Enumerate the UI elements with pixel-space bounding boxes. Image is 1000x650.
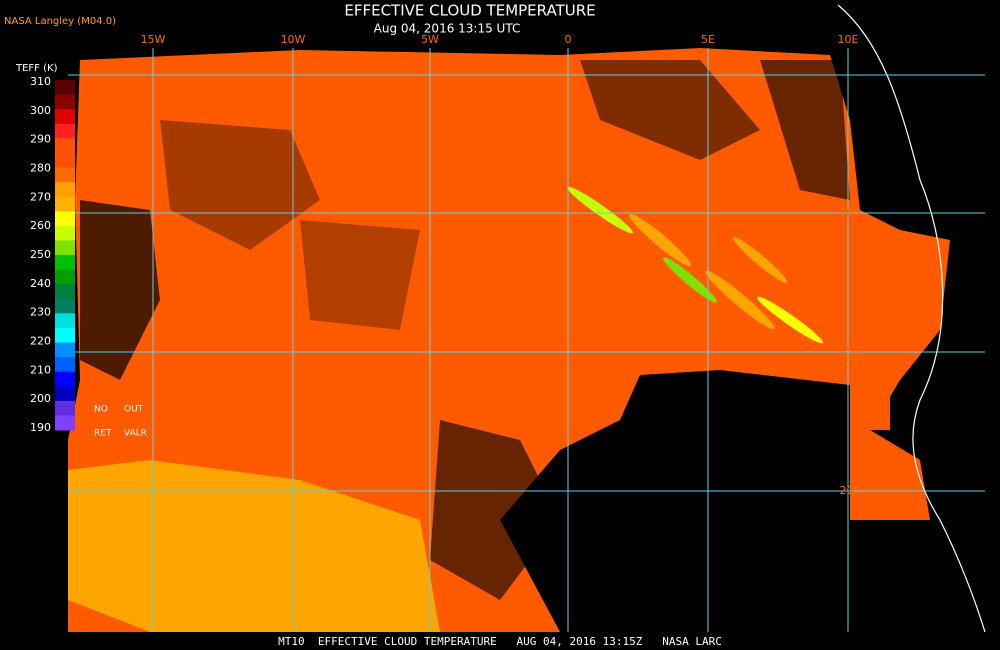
colorbar-swatch	[55, 240, 75, 256]
colorbar-swatch	[55, 196, 75, 212]
longitude-label: 10E	[838, 33, 859, 46]
longitude-label: 0	[565, 33, 572, 46]
broken-cloud	[430, 420, 560, 600]
coastline	[837, 4, 986, 633]
colorbar-swatch	[55, 182, 75, 198]
warm-cloud-region	[68, 460, 440, 632]
latitude-label: 15S	[840, 345, 861, 358]
legend-note: RET	[94, 429, 112, 439]
colorbar-swatch	[55, 94, 75, 110]
clear-patch	[300, 220, 420, 330]
colorbar-swatch	[55, 269, 75, 285]
latitude-label: 10S	[840, 206, 861, 219]
colorbar-tick-label: 200	[30, 392, 51, 405]
cloud-patch	[860, 380, 890, 430]
colorbar-tick-label: 240	[30, 277, 51, 290]
clear-patch	[160, 120, 320, 250]
legend-title: TEFF (K)	[15, 63, 58, 74]
colorbar-swatch	[55, 386, 75, 402]
colorbar-swatch	[55, 298, 75, 314]
cloud-field	[68, 48, 950, 632]
colorbar-swatch	[55, 400, 75, 416]
source-label: NASA Langley (M04.0)	[4, 16, 116, 27]
colorbar-swatch	[55, 138, 75, 154]
colorbar-swatch	[55, 415, 75, 431]
colorbar-swatch	[55, 342, 75, 358]
colorbar-tick-label: 260	[30, 219, 51, 232]
colorbar-swatch	[55, 371, 75, 387]
colorbar-tick-label: 300	[30, 104, 51, 117]
clear-region	[500, 370, 850, 632]
colorbar-tick-label: 250	[30, 248, 51, 261]
colorbar-tick-label: 190	[30, 421, 51, 434]
colorbar-swatch	[55, 152, 75, 168]
legend-note: VALR	[124, 429, 147, 439]
map-subtitle: Aug 04, 2016 13:15 UTC	[374, 22, 521, 36]
colorbar-swatch	[55, 284, 75, 300]
cold-streaks	[567, 186, 823, 344]
colorbar-swatch	[55, 123, 75, 139]
footer: MT10 EFFECTIVE CLOUD TEMPERATURE AUG 04,…	[278, 635, 722, 648]
colorbar-tick-label: 230	[30, 306, 51, 319]
map-title: EFFECTIVE CLOUD TEMPERATURE	[344, 2, 595, 20]
colorbar-tick-label: 280	[30, 162, 51, 175]
clear-patch	[80, 200, 160, 380]
colorbar-swatch	[55, 225, 75, 241]
clear-patch	[580, 60, 760, 160]
graticule	[68, 48, 985, 632]
colorbar-tick-label: 290	[30, 133, 51, 146]
colorbar-swatch	[55, 80, 75, 96]
latitude-label: 20S	[840, 484, 861, 497]
colorbar-swatch	[55, 167, 75, 183]
colorbar-swatch	[55, 255, 75, 271]
colorbar-swatch	[55, 357, 75, 373]
legend-note: OUT	[124, 405, 144, 415]
clear-patch	[760, 60, 850, 200]
colorbar-tick-label: 210	[30, 363, 51, 376]
colorbar-tick-label: 220	[30, 335, 51, 348]
colorbar-tick-label: 270	[30, 190, 51, 203]
longitude-label: 5W	[421, 33, 439, 46]
colorbar-swatch	[55, 313, 75, 329]
longitude-label: 15W	[141, 33, 166, 46]
legend-note: NO	[94, 405, 108, 415]
colorbar-swatch	[55, 211, 75, 227]
colorbar-tick-label: 310	[30, 75, 51, 88]
longitude-label: 10W	[281, 33, 306, 46]
colorbar-swatch	[55, 327, 75, 343]
longitude-label: 5E	[701, 33, 715, 46]
colorbar-swatch	[55, 109, 75, 125]
